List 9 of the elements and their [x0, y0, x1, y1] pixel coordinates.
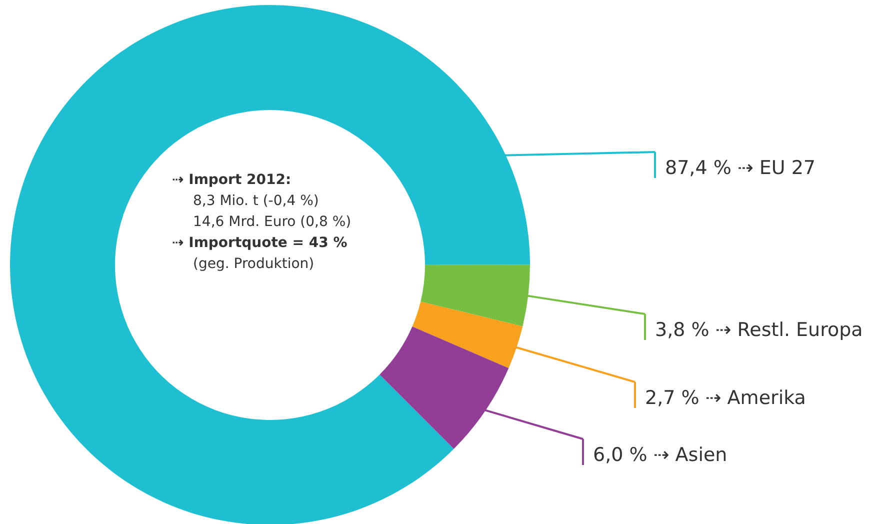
text: ⇢ Importquote = 43 % — [172, 235, 348, 251]
text: 14,6 Mrd. Euro (0,8 %) — [193, 214, 352, 230]
legend-label: 6,0 % ⇢ Asien — [593, 444, 728, 466]
text: (geg. Produktion) — [193, 256, 314, 272]
text: 8,3 Mio. t (-0,4 %) — [193, 193, 319, 209]
legend-label: 87,4 % ⇢ EU 27 — [665, 157, 816, 179]
legend-label: 2,7 % ⇢ Amerika — [645, 387, 806, 409]
text: ⇢ Import 2012: — [172, 172, 292, 188]
legend-label: 3,8 % ⇢ Restl. Europa — [655, 319, 863, 341]
